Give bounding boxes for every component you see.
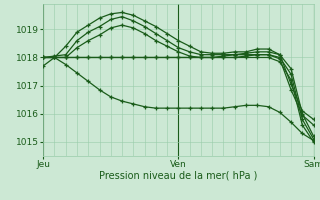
X-axis label: Pression niveau de la mer( hPa ): Pression niveau de la mer( hPa ) bbox=[99, 171, 258, 181]
